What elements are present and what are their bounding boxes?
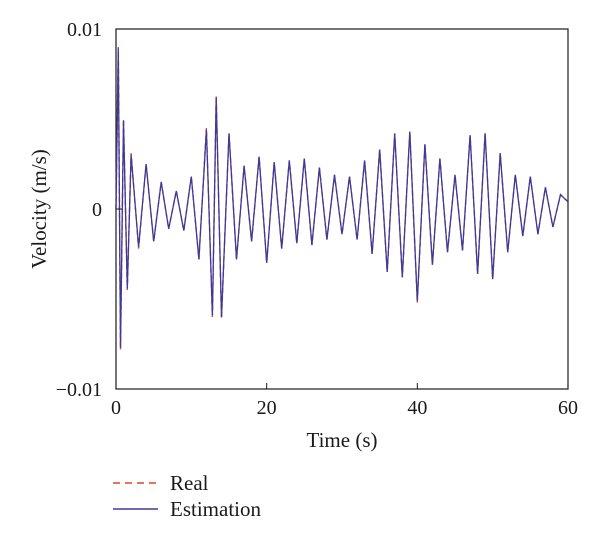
legend: Real Estimation [113,471,261,521]
y-tick-label: 0 [92,199,102,221]
x-axis-label: Time (s) [307,428,378,452]
series-layer [115,46,569,350]
y-tick-label: 0.01 [67,19,102,41]
x-tick-label: 60 [558,397,578,419]
x-tick-label: 20 [257,397,277,419]
x-tick-label: 0 [111,397,121,419]
y-axis-label: Velocity (m/s) [27,149,51,269]
x-tick-label: 40 [407,397,427,419]
y-tick-label: −0.01 [56,379,102,401]
plot-area [115,28,569,390]
legend-label-estimation: Estimation [170,497,261,521]
series-line-estimation [115,48,569,348]
tick-layer: 0 20 40 60 −0.01 0 0.01 [56,19,578,419]
legend-label-real: Real [170,471,209,495]
